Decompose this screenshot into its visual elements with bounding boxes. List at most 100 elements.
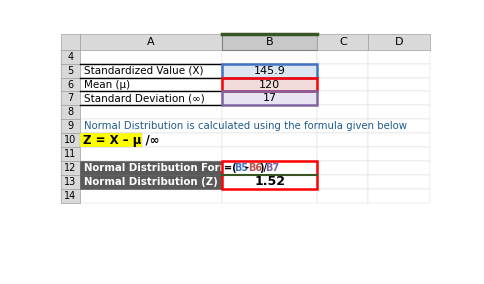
Bar	[80, 161, 222, 175]
Bar	[80, 189, 222, 202]
Bar	[80, 161, 222, 175]
Bar	[60, 133, 80, 147]
Bar	[80, 50, 222, 64]
Bar	[60, 78, 80, 91]
Text: 14: 14	[64, 191, 76, 201]
Bar	[60, 105, 80, 119]
Bar	[60, 91, 80, 105]
Text: Normal Distribution is calculated using the formula given below: Normal Distribution is calculated using …	[84, 121, 407, 131]
Bar	[60, 105, 80, 119]
Bar	[222, 50, 318, 64]
Text: 145.9: 145.9	[254, 66, 286, 76]
Text: 17: 17	[262, 93, 277, 103]
Bar	[318, 119, 368, 133]
Bar	[80, 34, 222, 50]
Bar	[368, 91, 430, 105]
Bar	[318, 133, 368, 147]
Bar	[60, 147, 80, 161]
Bar	[368, 105, 430, 119]
Bar	[80, 64, 222, 78]
Bar	[318, 147, 368, 161]
Bar	[60, 161, 80, 175]
Bar	[60, 34, 80, 50]
Bar	[80, 78, 222, 91]
Text: A: A	[147, 37, 155, 47]
Text: 10: 10	[64, 135, 76, 145]
Bar	[318, 105, 368, 119]
Bar	[60, 78, 80, 91]
Text: 7: 7	[67, 93, 74, 103]
Text: 13: 13	[64, 177, 76, 187]
Bar	[368, 78, 430, 91]
Bar	[368, 147, 430, 161]
Bar	[80, 119, 222, 133]
Bar	[318, 78, 368, 91]
Bar	[80, 147, 222, 161]
Bar	[368, 189, 430, 202]
Bar	[60, 161, 80, 175]
Text: B5: B5	[234, 163, 248, 173]
Bar	[222, 91, 318, 105]
Bar	[60, 64, 80, 78]
Text: Normal Distribution Formula: Normal Distribution Formula	[84, 163, 248, 173]
Bar	[222, 64, 318, 78]
Text: C: C	[339, 37, 347, 47]
Bar	[368, 34, 430, 50]
Text: 8: 8	[67, 107, 73, 117]
Text: 4: 4	[67, 52, 73, 62]
Bar	[80, 133, 142, 147]
Text: Normal Distribution (Z): Normal Distribution (Z)	[84, 177, 217, 187]
Bar	[80, 133, 222, 147]
Bar	[318, 50, 368, 64]
Bar	[368, 64, 430, 78]
Bar	[60, 175, 80, 189]
Bar	[60, 175, 80, 189]
Bar	[368, 119, 430, 133]
Text: 6: 6	[67, 80, 73, 89]
Text: Standardized Value (X): Standardized Value (X)	[84, 66, 203, 76]
Bar	[222, 175, 318, 189]
Text: 1.52: 1.52	[254, 175, 285, 188]
Bar	[60, 189, 80, 202]
Bar	[222, 64, 318, 78]
Bar	[222, 78, 318, 91]
Bar	[222, 189, 318, 202]
Bar	[222, 78, 318, 91]
Text: 5: 5	[67, 66, 74, 76]
Bar	[318, 34, 368, 50]
Bar	[222, 34, 318, 50]
Bar	[60, 91, 80, 105]
Bar	[222, 133, 318, 147]
Text: B: B	[266, 37, 273, 47]
Bar	[318, 64, 368, 78]
Bar	[368, 161, 430, 175]
Text: 120: 120	[259, 80, 280, 89]
Text: =(: =(	[224, 163, 237, 173]
Bar	[80, 91, 222, 105]
Bar	[222, 161, 318, 175]
Bar	[80, 105, 222, 119]
Bar	[222, 105, 318, 119]
Text: Standard Deviation (∞): Standard Deviation (∞)	[84, 93, 205, 103]
Bar	[60, 50, 80, 64]
Bar	[222, 78, 318, 91]
Bar	[60, 147, 80, 161]
Bar	[80, 175, 222, 189]
Bar	[368, 50, 430, 64]
Text: Mean (μ): Mean (μ)	[84, 80, 130, 89]
Bar	[222, 147, 318, 161]
Bar	[60, 50, 80, 64]
Bar	[60, 64, 80, 78]
Bar	[222, 161, 318, 175]
Bar	[222, 175, 318, 189]
Bar	[222, 91, 318, 105]
Bar	[60, 119, 80, 133]
Text: 11: 11	[64, 149, 76, 159]
Text: Z = X – μ /∞: Z = X – μ /∞	[83, 133, 160, 147]
Bar	[222, 161, 318, 189]
Text: 9: 9	[67, 121, 73, 131]
Bar	[318, 189, 368, 202]
Bar	[222, 64, 318, 78]
Text: )/: )/	[259, 163, 267, 173]
Text: D: D	[395, 37, 403, 47]
